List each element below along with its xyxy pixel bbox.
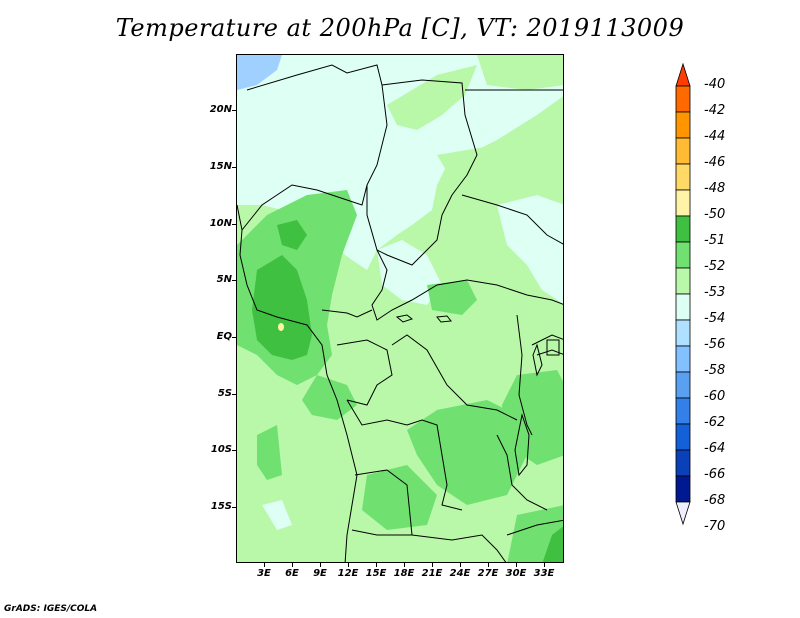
colorbar-swatch (675, 423, 691, 451)
field-54-centre (377, 240, 442, 305)
colorbar-label: -70 (704, 519, 726, 534)
colorbar-swatch (675, 449, 691, 477)
colorbar-label: -46 (704, 155, 726, 170)
colorbar-swatch (675, 189, 691, 217)
colorbar-label: -54 (704, 311, 726, 326)
temperature-field (237, 55, 563, 562)
lon-label: 9E (313, 568, 327, 579)
lon-label: 15E (365, 568, 387, 579)
lat-label: EQ (216, 331, 232, 342)
colorbar-swatch (675, 241, 691, 269)
lon-label: 6E (285, 568, 299, 579)
field-56-nw (237, 55, 282, 90)
lon-label: 3E (257, 568, 271, 579)
colorbar-swatch (675, 85, 691, 113)
colorbar-swatch (675, 111, 691, 139)
colorbar-label: -66 (704, 467, 726, 482)
field-52-centre (427, 280, 477, 315)
colorbar-swatch (675, 163, 691, 191)
lon-label: 12E (337, 568, 359, 579)
colorbar-arrow-top (675, 62, 691, 87)
lat-label: 5S (217, 388, 232, 399)
lon-label: 21E (421, 568, 443, 579)
colorbar-label: -58 (704, 363, 726, 378)
field-51-north (277, 220, 307, 250)
colorbar-swatch (675, 215, 691, 243)
colorbar (675, 62, 691, 526)
colorbar-label: -44 (704, 129, 726, 144)
colorbar-label: -50 (704, 207, 726, 222)
colorbar-swatch (675, 267, 691, 295)
colorbar-label: -56 (704, 337, 726, 352)
lat-label: 10S (210, 444, 232, 455)
lon-label: 27E (477, 568, 499, 579)
field-53-ne (477, 55, 563, 90)
lon-label: 33E (533, 568, 555, 579)
colorbar-label: -60 (704, 389, 726, 404)
chart-title: Temperature at 200hPa [C], VT: 201911300… (115, 14, 685, 42)
map-panel (236, 54, 564, 563)
colorbar-swatch (675, 293, 691, 321)
colorbar-swatch (675, 319, 691, 347)
field-50-spot (278, 323, 284, 331)
lat-label: 15N (209, 161, 232, 172)
colorbar-label: -51 (704, 233, 726, 248)
colorbar-label: -64 (704, 441, 726, 456)
lat-label: 15S (210, 501, 232, 512)
colorbar-label: -40 (704, 77, 726, 92)
field-54-east2 (497, 195, 563, 304)
colorbar-label: -42 (704, 103, 726, 118)
borders (237, 64, 563, 562)
lon-label: 18E (393, 568, 415, 579)
lat-label: 5N (216, 274, 232, 285)
field-52-w-strip (257, 425, 282, 480)
field-52-sw (362, 465, 437, 530)
colorbar-label: -68 (704, 493, 726, 508)
colorbar-label: -53 (704, 285, 726, 300)
colorbar-swatch (675, 397, 691, 425)
colorbar-label: -48 (704, 181, 726, 196)
lat-label: 10N (209, 218, 232, 229)
field-53-north-band (387, 65, 477, 130)
colorbar-swatch (675, 475, 691, 503)
colorbar-label: -52 (704, 259, 726, 274)
colorbar-swatch (675, 345, 691, 373)
lat-label: 20N (209, 104, 232, 115)
field-52-west2 (302, 375, 357, 420)
field-54-sw (262, 500, 292, 530)
colorbar-label: -62 (704, 415, 726, 430)
field-51-se (542, 526, 563, 562)
colorbar-swatch (675, 371, 691, 399)
lon-label: 24E (449, 568, 471, 579)
credit-text: GrADS: IGES/COLA (4, 604, 98, 614)
field-51-core (252, 255, 312, 360)
lon-label: 30E (505, 568, 527, 579)
colorbar-arrow-bottom (675, 501, 691, 526)
colorbar-swatch (675, 137, 691, 165)
